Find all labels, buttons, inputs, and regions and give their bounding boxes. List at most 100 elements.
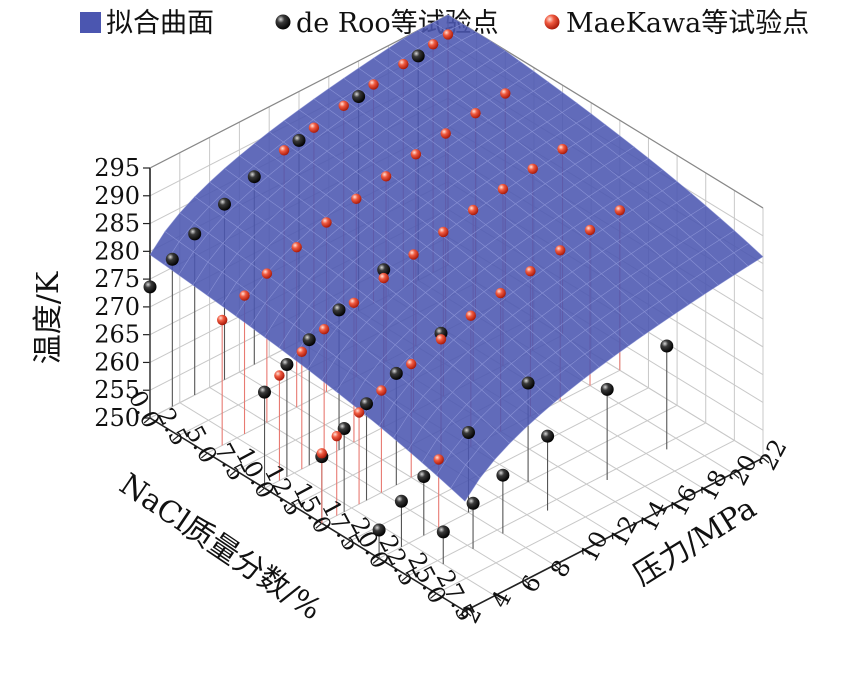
deroo-point bbox=[188, 227, 202, 241]
maekawa-point bbox=[351, 193, 362, 204]
deroo-point bbox=[417, 470, 431, 483]
y-tick-label: 8 bbox=[545, 555, 577, 582]
deroo-point bbox=[600, 382, 614, 396]
x-tick-mark bbox=[344, 540, 351, 547]
z-tick-label: 260 bbox=[94, 348, 140, 376]
gridline-floor bbox=[239, 371, 555, 566]
deroo-point bbox=[521, 376, 535, 390]
deroo-point bbox=[394, 494, 408, 508]
x-tick-mark bbox=[372, 557, 380, 564]
x-axis-line bbox=[149, 417, 466, 612]
maekawa-point bbox=[438, 226, 449, 238]
y-tick-mark bbox=[464, 610, 472, 617]
maekawa-point bbox=[239, 290, 250, 301]
maekawa-point bbox=[584, 224, 596, 236]
deroo-point bbox=[496, 468, 510, 482]
deroo-point bbox=[332, 303, 346, 317]
maekawa-point bbox=[308, 122, 320, 133]
maekawa-point bbox=[278, 145, 290, 156]
deroo-point bbox=[360, 397, 373, 411]
maekawa-point bbox=[398, 58, 409, 70]
deroo-point bbox=[247, 170, 261, 184]
maekawa-point bbox=[348, 297, 360, 308]
maekawa-point bbox=[338, 100, 349, 112]
y-tick-label: 4 bbox=[485, 586, 517, 613]
deroo-point bbox=[389, 366, 403, 380]
z-tick-label: 285 bbox=[94, 210, 140, 238]
legend-deroo-marker bbox=[275, 14, 291, 30]
maekawa-point bbox=[442, 29, 454, 40]
x-tick-mark bbox=[172, 435, 180, 442]
legend-surface-label: 拟合曲面 bbox=[106, 8, 214, 39]
surface-patch bbox=[450, 464, 481, 502]
x-tick-mark bbox=[258, 487, 265, 494]
x-tick-mark bbox=[143, 417, 151, 424]
y-tick-mark bbox=[732, 472, 740, 479]
maekawa-point bbox=[261, 268, 273, 279]
deroo-point bbox=[280, 358, 294, 371]
maekawa-point bbox=[353, 407, 365, 418]
y-tick-mark bbox=[643, 518, 651, 525]
y-tick-mark bbox=[554, 564, 561, 571]
deroo-point bbox=[377, 263, 391, 277]
maekawa-point bbox=[331, 431, 342, 442]
maekawa-point bbox=[495, 287, 506, 299]
deroo-point bbox=[466, 496, 480, 510]
top-edge bbox=[149, 14, 449, 169]
z-tick-label: 255 bbox=[94, 376, 140, 404]
maekawa-point bbox=[465, 310, 476, 321]
maekawa-point bbox=[427, 39, 439, 50]
z-tick-label: 275 bbox=[94, 265, 140, 293]
plot-scene bbox=[143, 14, 764, 565]
deroo-point bbox=[143, 280, 157, 294]
legend-surface-swatch bbox=[80, 12, 101, 33]
x-tick-mark bbox=[401, 575, 409, 582]
maekawa-point bbox=[378, 272, 389, 284]
legend-maekawa-label: MaeKawa等试验点 bbox=[566, 8, 809, 39]
maekawa-point bbox=[433, 454, 444, 465]
z-tick-label: 270 bbox=[94, 293, 140, 321]
maekawa-point bbox=[217, 314, 228, 326]
z-tick-label: 280 bbox=[94, 237, 140, 265]
legend-maekawa-marker bbox=[544, 14, 560, 30]
z-tick-label: 290 bbox=[94, 182, 140, 210]
x-tick-mark bbox=[229, 470, 237, 477]
maekawa-point bbox=[557, 143, 568, 155]
x-tick-mark bbox=[458, 610, 466, 617]
maekawa-point bbox=[316, 448, 327, 459]
y-tick-label: 6 bbox=[515, 571, 547, 598]
maekawa-point bbox=[467, 204, 479, 216]
maekawa-point bbox=[470, 108, 481, 119]
y-tick-mark bbox=[524, 579, 531, 586]
maekawa-point bbox=[614, 205, 625, 216]
deroo-point bbox=[218, 197, 231, 211]
deroo-point bbox=[292, 133, 306, 147]
x-tick-mark bbox=[286, 505, 294, 512]
gridline-floor bbox=[179, 402, 496, 597]
y-tick-mark bbox=[762, 457, 770, 464]
maekawa-point bbox=[435, 334, 447, 345]
maekawa-point bbox=[527, 163, 538, 174]
deroo-point bbox=[165, 252, 179, 266]
deroo-point bbox=[411, 49, 425, 63]
maekawa-point bbox=[380, 171, 392, 182]
maekawa-point bbox=[497, 183, 509, 195]
deroo-point bbox=[462, 426, 475, 439]
deroo-point bbox=[258, 385, 271, 399]
maekawa-point bbox=[406, 358, 417, 370]
maekawa-point bbox=[318, 324, 330, 335]
y-tick-mark bbox=[494, 595, 502, 602]
maekawa-point bbox=[291, 242, 302, 253]
x-tick-mark bbox=[315, 522, 323, 529]
deroo-point bbox=[337, 422, 351, 435]
deroo-point bbox=[660, 339, 674, 353]
y-tick-mark bbox=[703, 488, 710, 495]
maekawa-point bbox=[376, 385, 387, 396]
y-tick-mark bbox=[583, 549, 591, 556]
x-tick-mark bbox=[200, 452, 208, 459]
z-tick-label: 250 bbox=[94, 404, 140, 432]
maekawa-point bbox=[410, 149, 422, 160]
deroo-point bbox=[541, 429, 555, 443]
maekawa-point bbox=[408, 249, 419, 260]
